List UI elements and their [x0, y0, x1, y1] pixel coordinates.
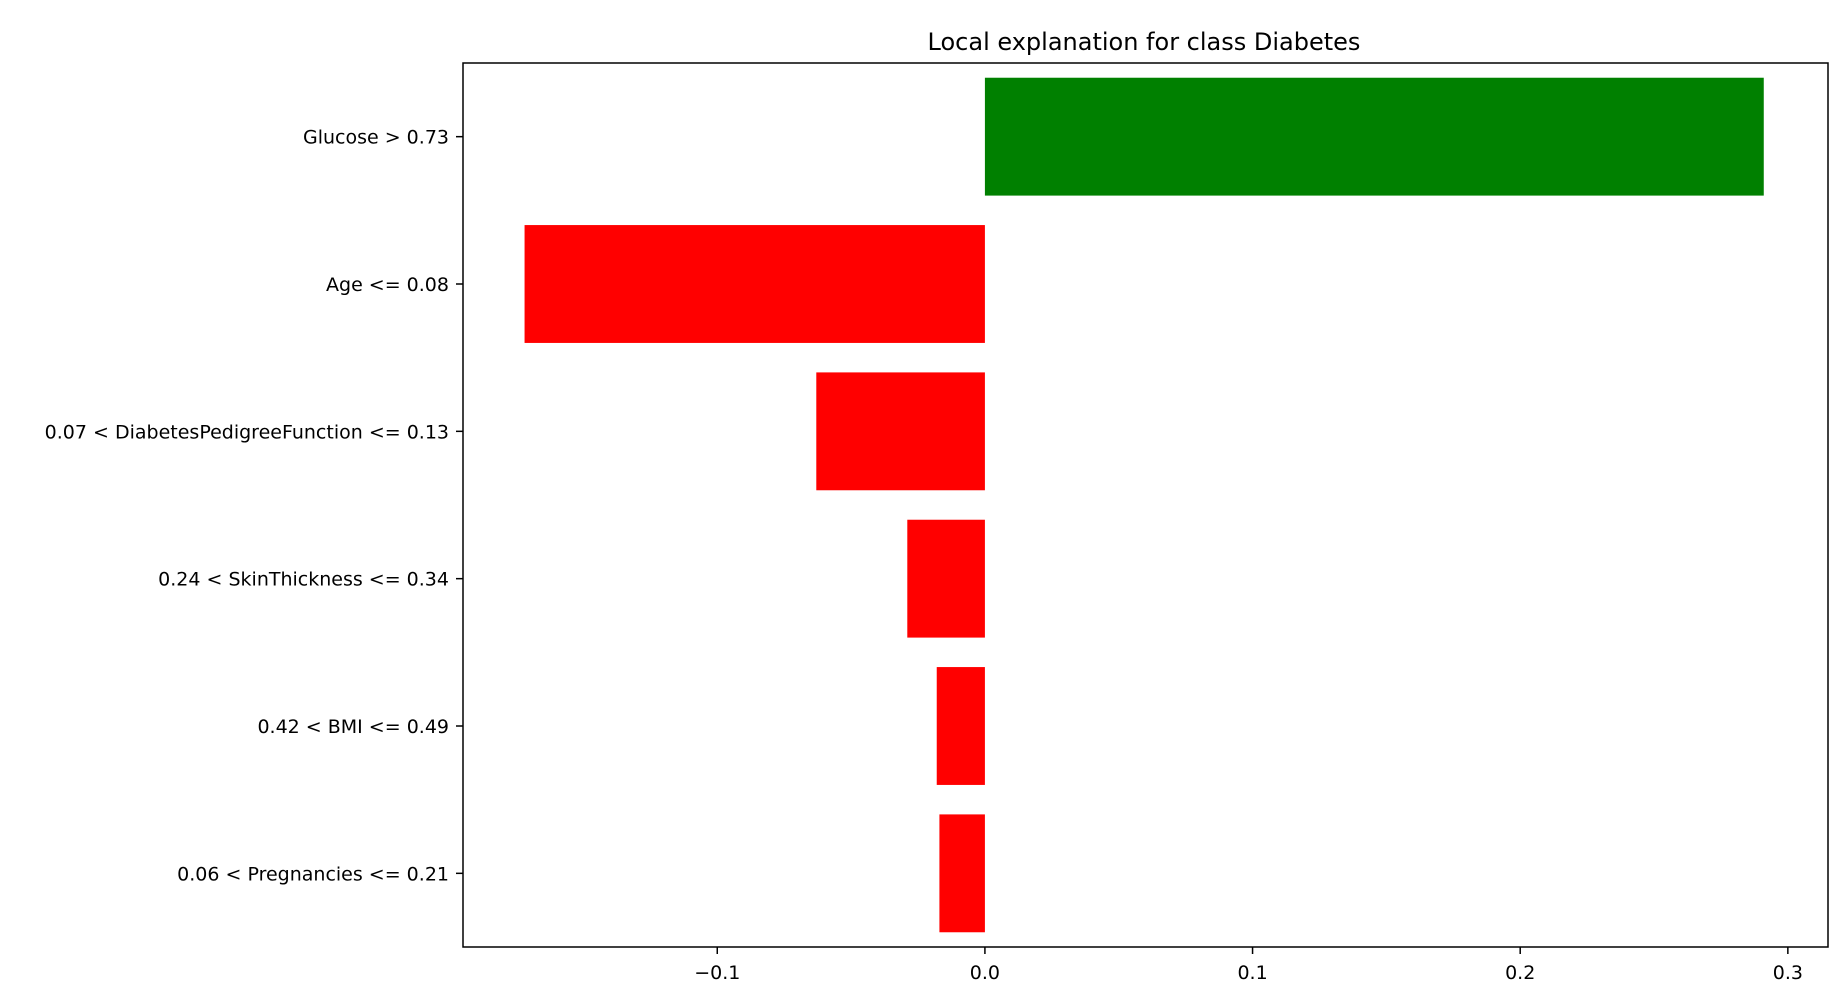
bar-3 — [907, 519, 985, 638]
x-tick-label-3: 0.2 — [1505, 962, 1535, 984]
y-tick-label-5: 0.06 < Pregnancies <= 0.21 — [177, 863, 449, 885]
y-axis-ticks: Glucose > 0.73 Age <= 0.08 0.07 < Diabetes… — [45, 127, 463, 885]
bars-group — [524, 77, 1764, 933]
chart-title: Local explanation for class Diabetes — [928, 28, 1361, 56]
x-tick-label-2: 0.1 — [1237, 962, 1267, 984]
bar-1 — [524, 225, 985, 343]
plot-frame — [462, 62, 1829, 948]
bar-2 — [816, 372, 985, 491]
bar-4 — [936, 667, 985, 785]
x-tick-label-0: −0.1 — [694, 962, 740, 984]
y-tick-label-3: 0.24 < SkinThickness <= 0.34 — [158, 569, 449, 591]
bar-0 — [984, 77, 1764, 196]
x-tick-label-1: 0.0 — [970, 962, 1000, 984]
y-tick-label-2: 0.07 < DiabetesPedigreeFunction <= 0.13 — [45, 421, 449, 443]
x-axis-ticks: −0.1 0.0 0.1 0.2 0.3 — [694, 947, 1803, 984]
bar-5 — [939, 814, 985, 933]
y-tick-label-1: Age <= 0.08 — [326, 274, 449, 296]
y-tick-label-4: 0.42 < BMI <= 0.49 — [257, 716, 449, 738]
y-tick-label-0: Glucose > 0.73 — [303, 127, 449, 149]
x-tick-label-4: 0.3 — [1773, 962, 1803, 984]
